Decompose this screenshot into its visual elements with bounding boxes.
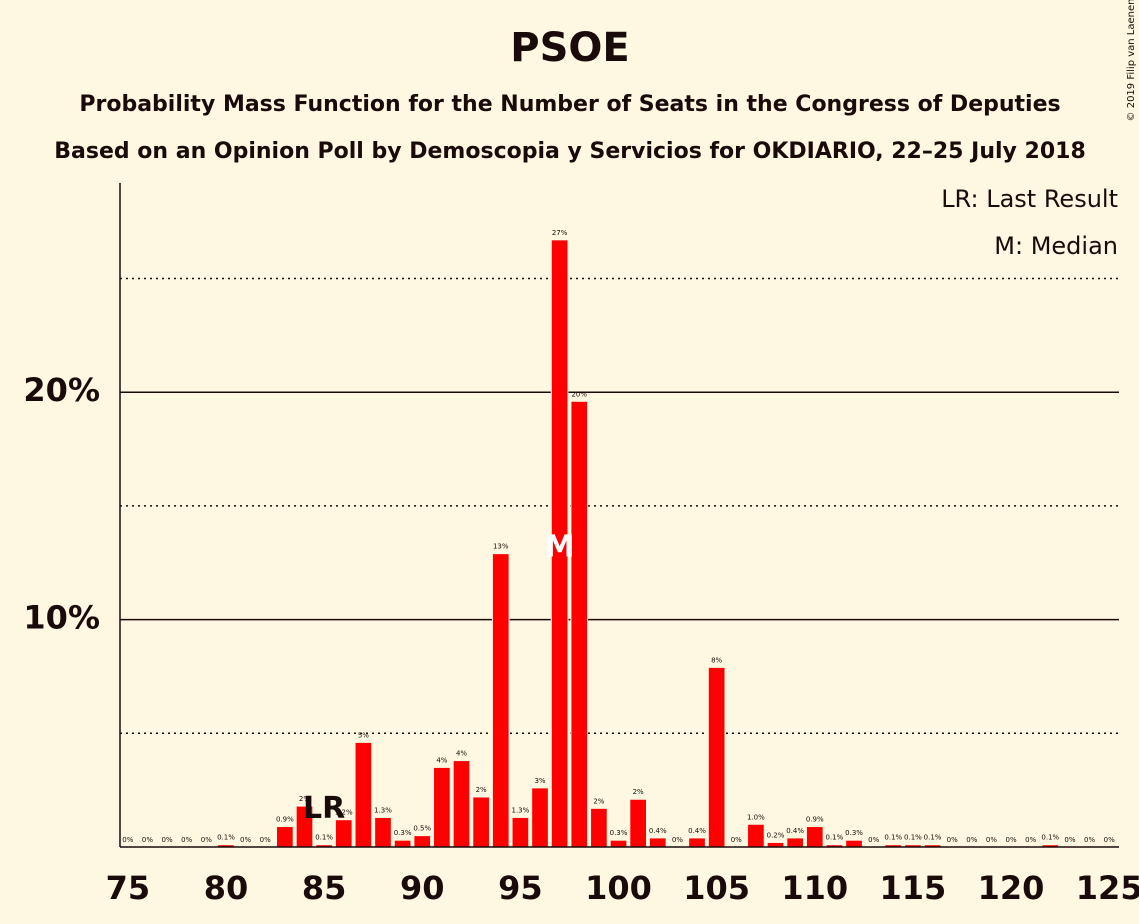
bar [786, 837, 805, 848]
legend-entry: LR: Last Result [941, 185, 1118, 213]
data-label: 4% [456, 750, 467, 758]
x-tick-label: 125 [1076, 869, 1139, 907]
data-label: 0% [672, 836, 683, 844]
data-label: 0% [1005, 836, 1016, 844]
data-label: 0% [142, 836, 153, 844]
y-tick-label: 10% [23, 599, 100, 637]
bar [590, 807, 608, 848]
data-label: 0% [122, 836, 133, 844]
bar [452, 760, 471, 848]
bar [648, 837, 667, 848]
data-label: 0.1% [904, 834, 922, 842]
data-label: 0% [947, 836, 958, 844]
data-label: 0.3% [610, 829, 628, 837]
chart-subtitle: Probability Mass Function for the Number… [79, 92, 1060, 117]
bar [472, 796, 490, 848]
data-label: 1.2% [335, 809, 353, 817]
data-label: 0.1% [315, 834, 333, 842]
x-tick-label: 75 [106, 869, 151, 907]
bar [511, 816, 530, 848]
bar [570, 400, 589, 848]
data-label: 0.9% [276, 816, 294, 824]
data-label: 0% [966, 836, 977, 844]
bar [354, 741, 373, 848]
data-label: 2% [299, 795, 310, 803]
legend-entry: M: Median [994, 232, 1118, 260]
data-label: 0.1% [924, 834, 942, 842]
data-label: 5% [358, 731, 369, 739]
x-tick-label: 85 [302, 869, 347, 907]
bar [609, 839, 628, 848]
data-label: 0.5% [413, 825, 431, 833]
x-tick-label: 110 [781, 869, 848, 907]
data-label: 0.2% [767, 831, 785, 839]
bar [531, 787, 549, 848]
data-label: 0.4% [688, 827, 706, 835]
data-label: 2% [633, 788, 644, 796]
bar [845, 839, 863, 848]
data-label: 0.9% [806, 816, 824, 824]
x-tick-label: 100 [585, 869, 652, 907]
bar [374, 816, 392, 848]
copyright: © 2019 Filip van Laenen [1126, 0, 1137, 121]
data-label: 0.4% [786, 827, 804, 835]
data-label: 20% [571, 390, 587, 398]
x-tick-label: 95 [498, 869, 543, 907]
data-label: 8% [711, 656, 722, 664]
data-label: 0% [986, 836, 997, 844]
bar [707, 666, 726, 848]
chart-subtitle: Based on an Opinion Poll by Demoscopia y… [54, 139, 1086, 164]
x-tick-label: 80 [204, 869, 249, 907]
bar [433, 766, 451, 848]
data-label: 0% [260, 836, 271, 844]
data-label: 0% [240, 836, 251, 844]
data-label: 0.1% [826, 834, 844, 842]
data-label: 0.4% [649, 827, 667, 835]
bar [413, 835, 432, 848]
data-label: 0% [1064, 836, 1075, 844]
data-label: 27% [552, 229, 568, 237]
bar [491, 553, 510, 848]
x-tick-label: 120 [978, 869, 1045, 907]
data-label: 4% [436, 756, 447, 764]
x-tick-label: 115 [880, 869, 947, 907]
data-label: 0% [731, 836, 742, 844]
bar [747, 823, 765, 848]
bar [629, 798, 647, 848]
data-label: 1.3% [511, 806, 529, 814]
bar [393, 839, 412, 848]
data-label: 2% [593, 797, 604, 805]
x-tick-label: 90 [400, 869, 445, 907]
data-label: 0% [201, 836, 212, 844]
data-label: 0.3% [845, 829, 863, 837]
data-label: 0% [1025, 836, 1036, 844]
data-label: 0% [1104, 836, 1115, 844]
y-tick-label: 20% [23, 371, 100, 409]
bar [276, 826, 294, 848]
data-label: 1.0% [747, 813, 765, 821]
bar [805, 826, 824, 848]
x-tick-label: 105 [683, 869, 750, 907]
data-label: 0% [181, 836, 192, 844]
data-label: 0.3% [394, 829, 412, 837]
data-label: 0% [162, 836, 173, 844]
data-label: 1.3% [374, 806, 392, 814]
last-result-marker: LR [303, 791, 345, 826]
chart-title: PSOE [510, 25, 629, 71]
data-label: 0.1% [217, 834, 235, 842]
data-label: 3% [534, 777, 545, 785]
median-marker: M [545, 530, 575, 565]
data-label: 0.1% [884, 834, 902, 842]
bar [688, 837, 706, 848]
data-label: 13% [493, 543, 509, 551]
data-label: 0.1% [1041, 834, 1059, 842]
data-label: 0% [1084, 836, 1095, 844]
data-label: 0% [868, 836, 879, 844]
data-label: 2% [476, 786, 487, 794]
